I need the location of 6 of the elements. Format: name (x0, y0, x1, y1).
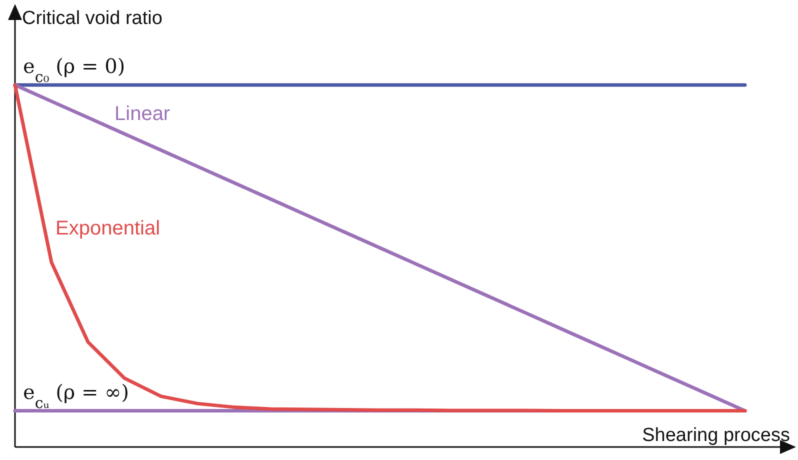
series-label: Linear (114, 102, 170, 125)
series-label: Exponential (56, 217, 160, 240)
y-axis-title: Critical void ratio (22, 8, 162, 29)
x-axis-title: Shearing process (642, 425, 790, 446)
series-label: e$_{cᵤ}$ (ρ = ∞) (23, 380, 130, 412)
series-label: e$_{c₀}$ (ρ = 0) (23, 54, 126, 86)
